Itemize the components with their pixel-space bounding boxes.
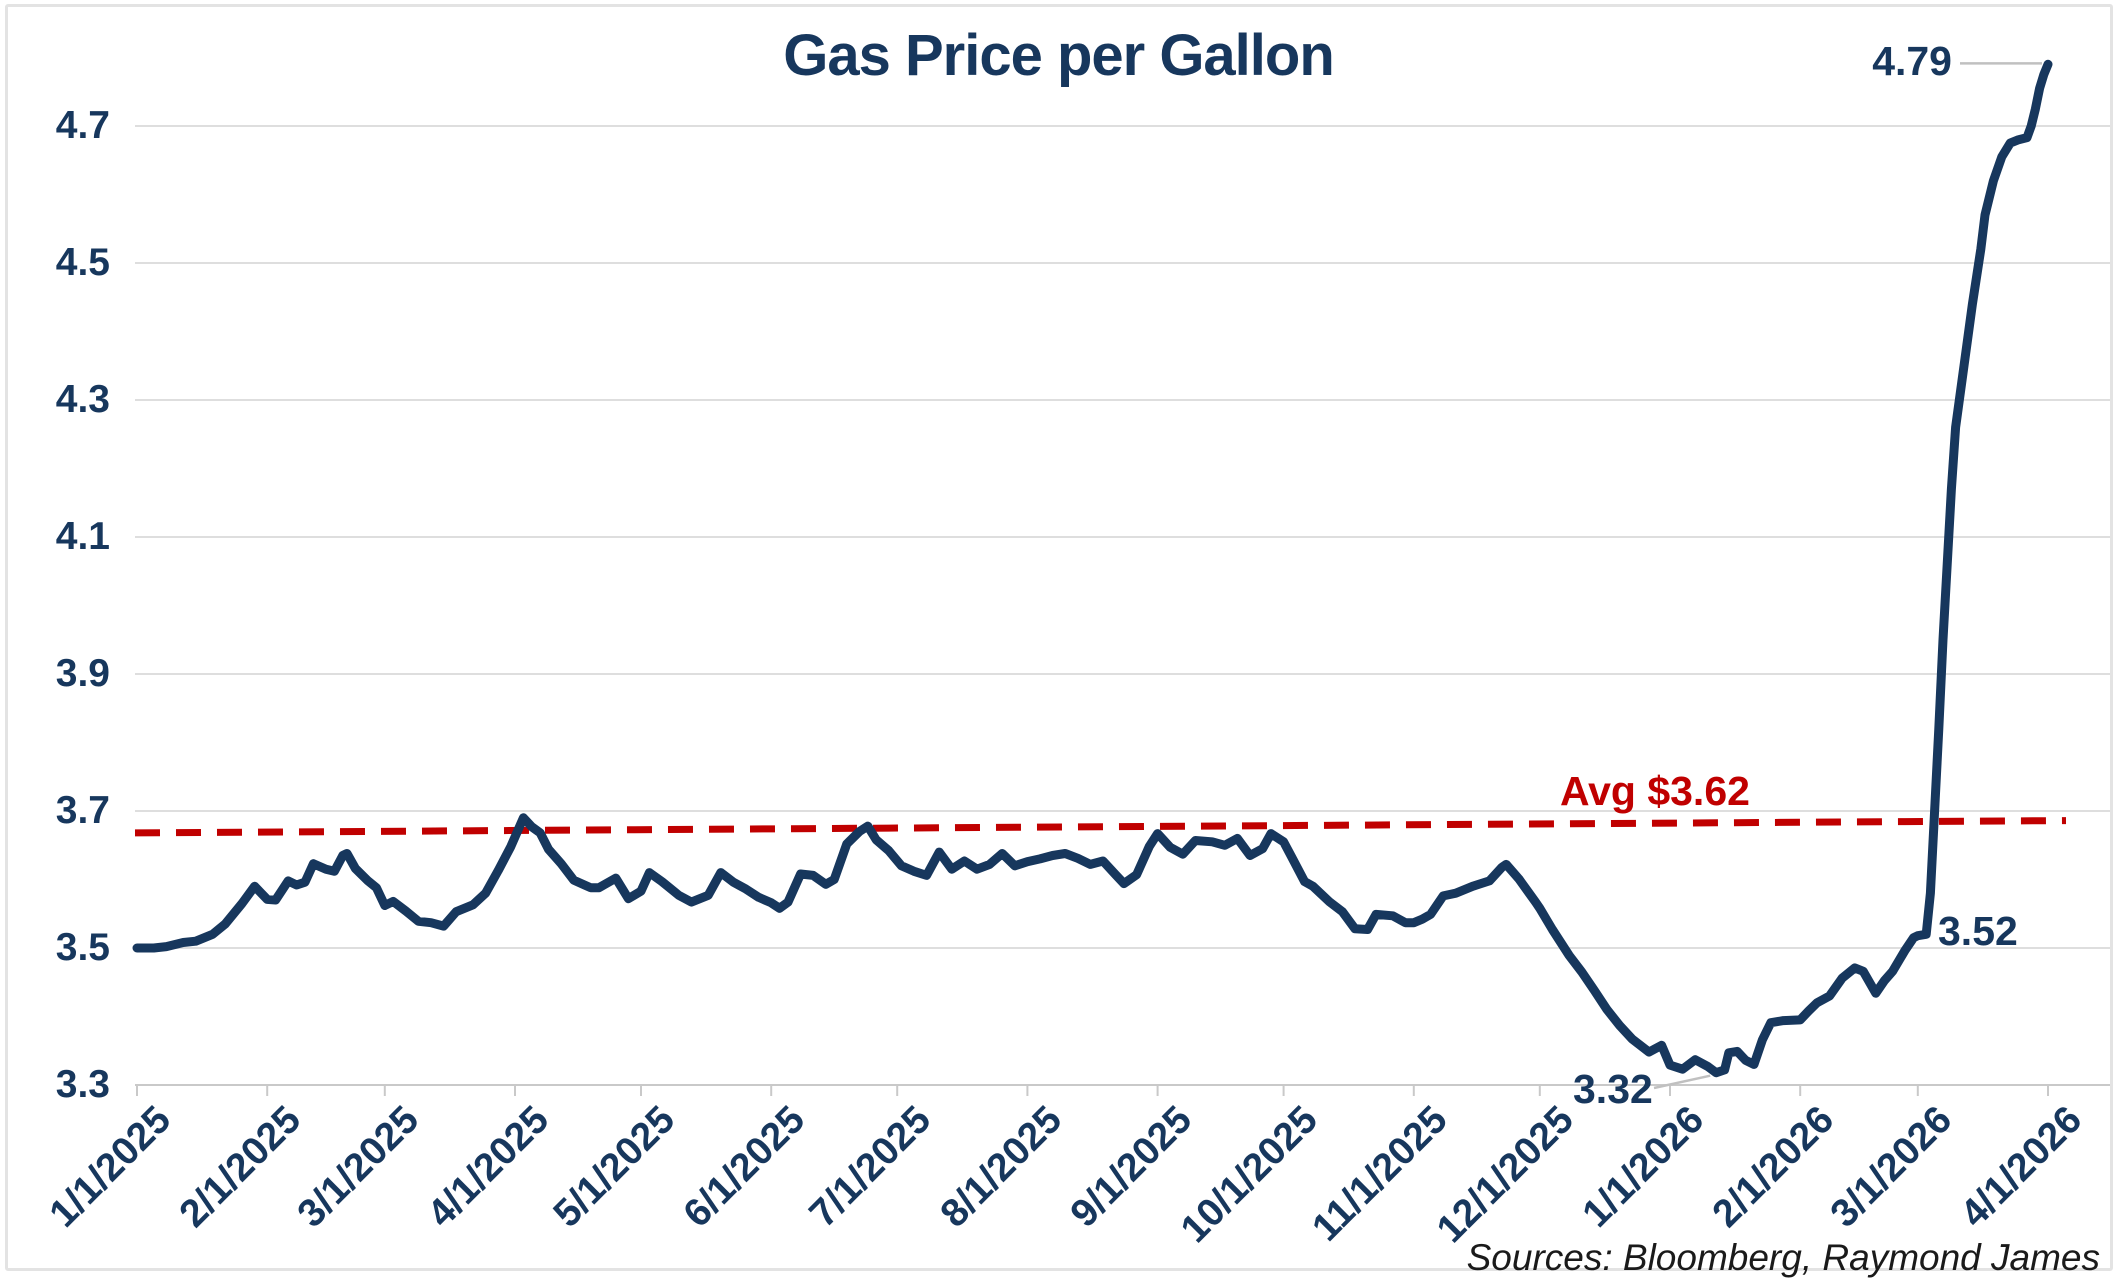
source-note: Sources: Bloomberg, Raymond James [1466,1237,2100,1278]
average-line-label: Avg $3.62 [1560,768,1750,814]
y-axis-label: 4.1 [55,515,110,558]
gridlines [135,125,2110,1086]
y-axis-label: 3.3 [55,1063,110,1106]
y-axis-label: 3.9 [55,652,110,695]
y-axis-label: 4.7 [55,104,110,147]
gas-price-line [132,59,2053,1078]
annotation-pre-spike-value: 3.52 [1938,908,2018,954]
y-axis-label: 4.3 [55,378,110,421]
y-axis-label: 4.5 [55,241,110,284]
x-axis-ticks [136,1085,2049,1096]
low-leader-line [1653,1074,1711,1090]
y-axis-label: 3.7 [55,789,110,832]
average-trend-line [134,817,2067,837]
y-axis-label: 3.5 [55,926,110,969]
annotation-peak-value: 4.79 [1872,38,1952,84]
chart-title: Gas Price per Gallon [783,23,1335,88]
annotation-low-value: 3.32 [1573,1066,1653,1112]
